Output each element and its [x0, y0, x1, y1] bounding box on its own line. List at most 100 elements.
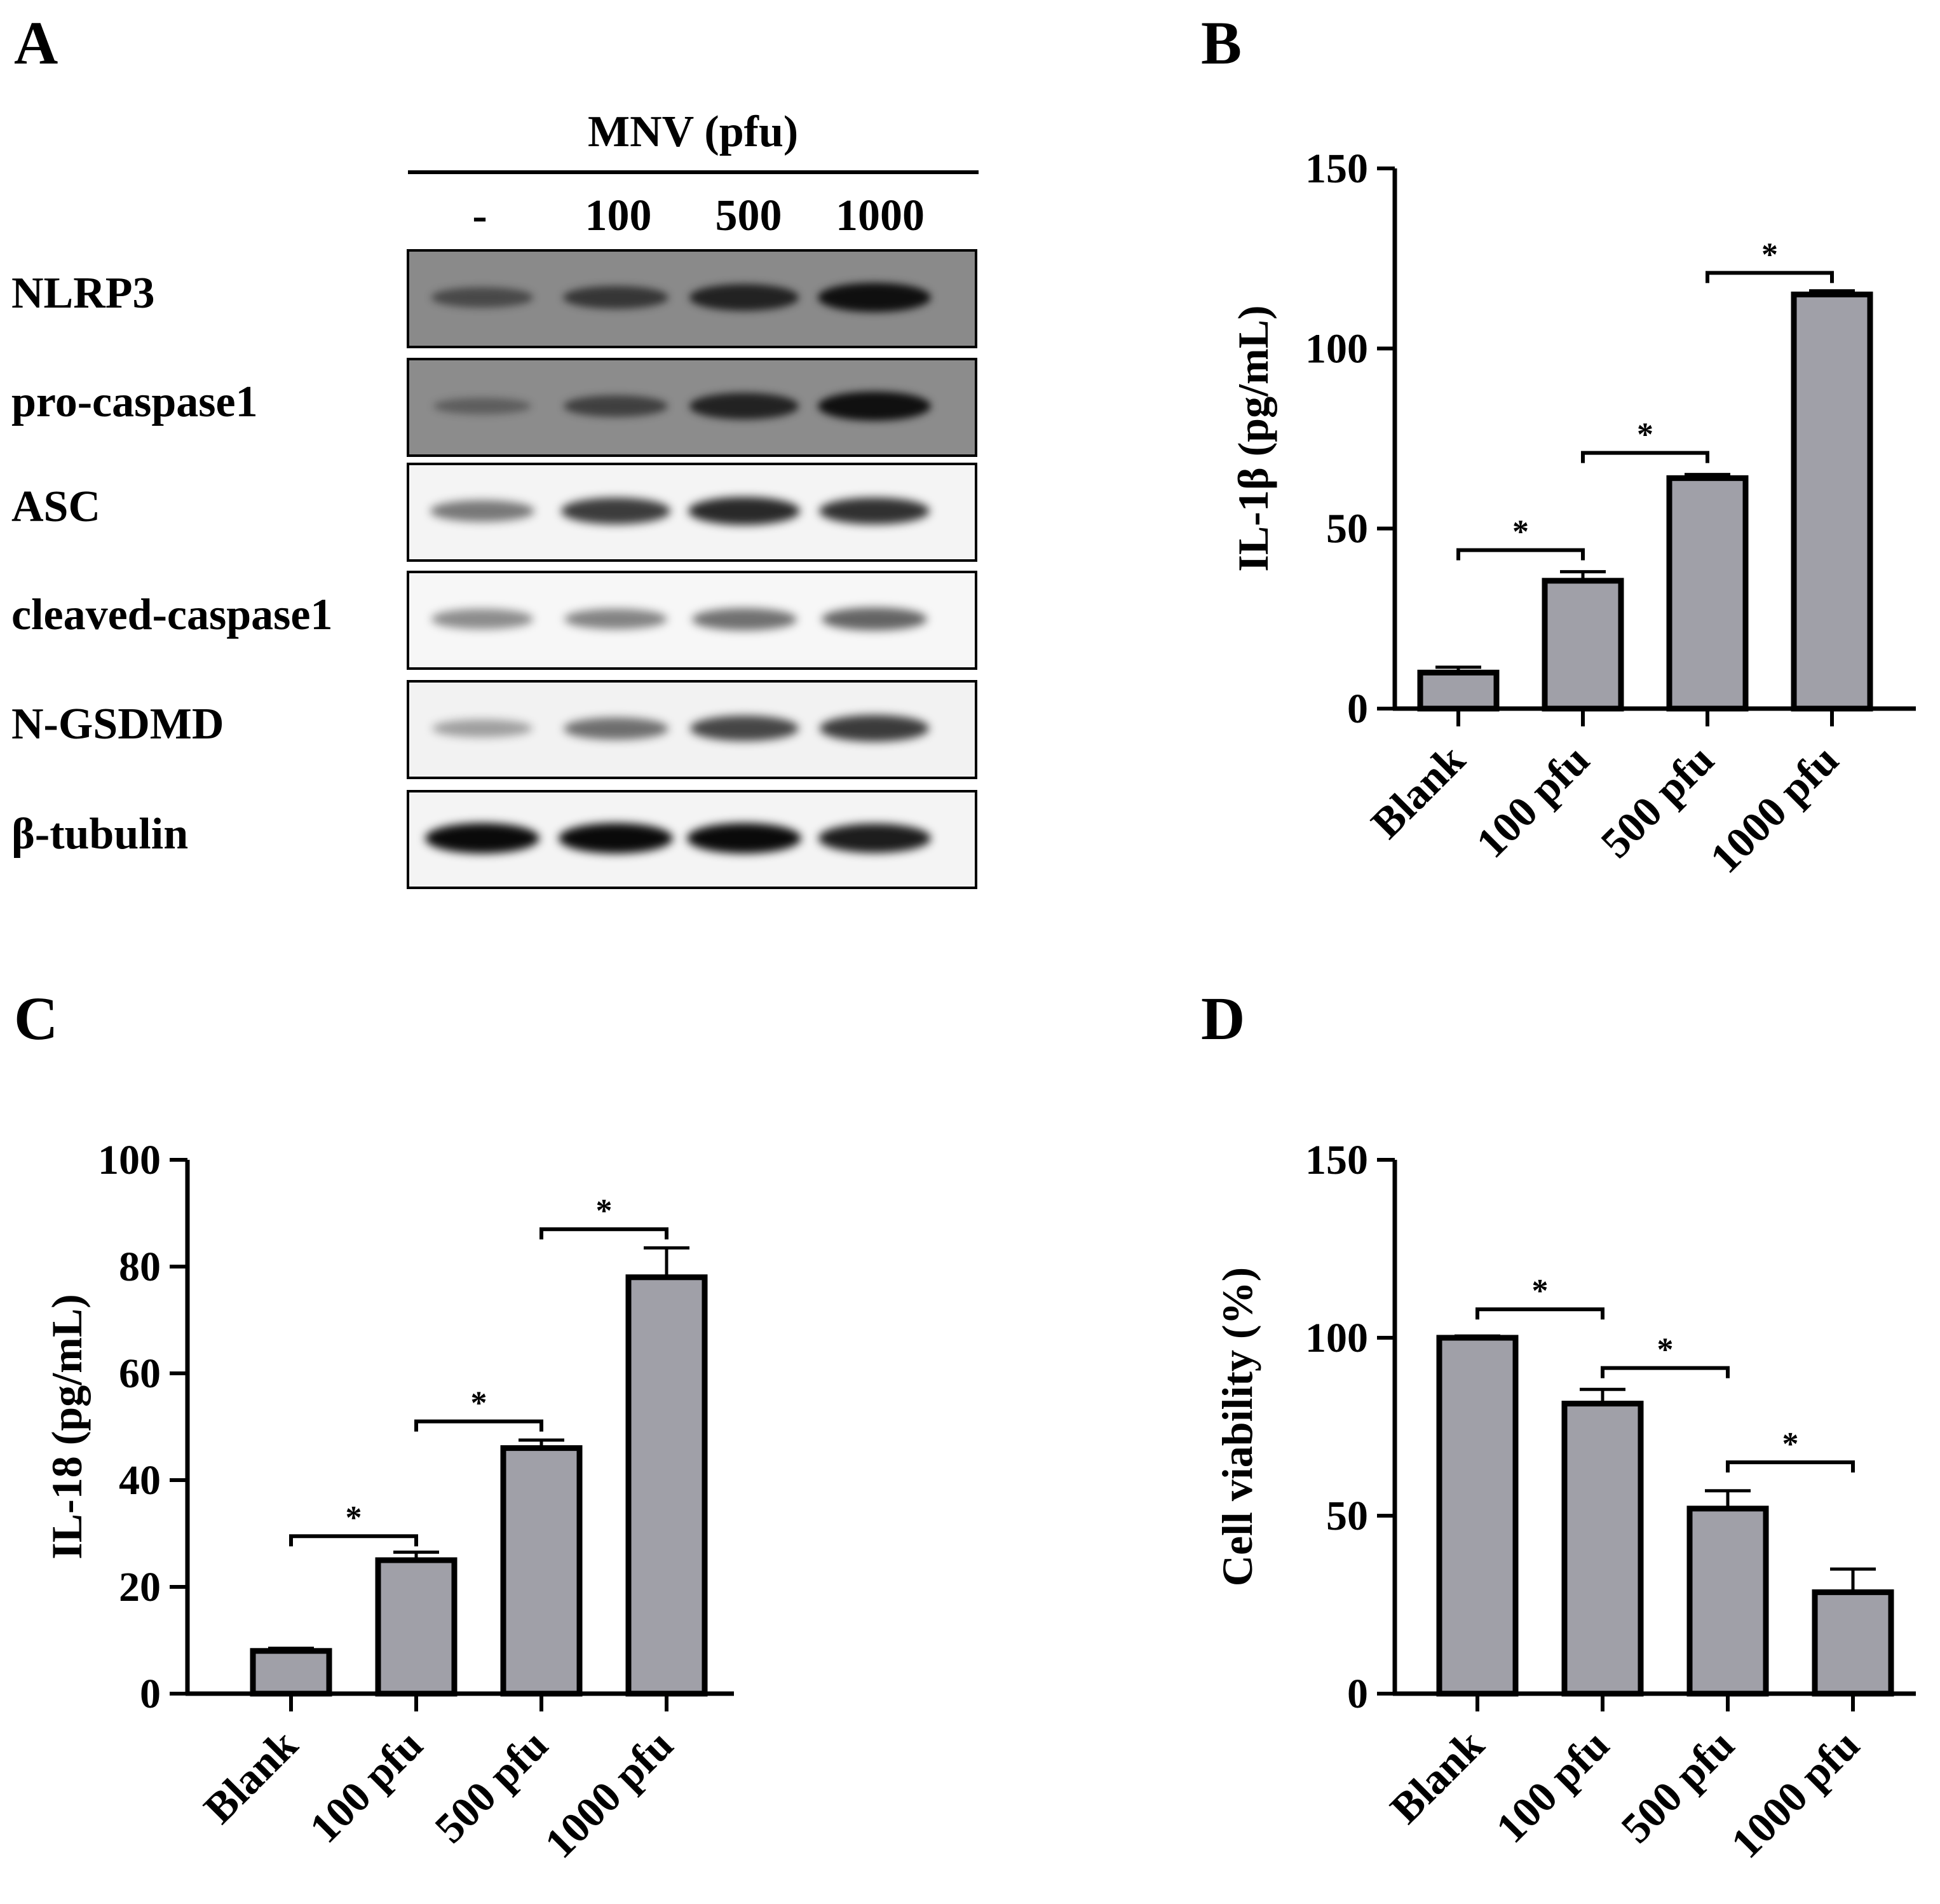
y-tick-label: 100: [1305, 325, 1368, 372]
x-tick-label: 1000 pfu: [535, 1720, 682, 1867]
blot-band: [691, 608, 797, 630]
blot-band: [425, 823, 539, 853]
blot-band: [432, 719, 532, 738]
lane-label-1000: 1000: [836, 191, 925, 240]
significance-star: *: [1657, 1332, 1674, 1368]
x-tick-label: Blank: [1362, 735, 1474, 848]
bar: [500, 1445, 583, 1697]
blot-label-asc: ASC: [11, 482, 101, 531]
significance-bracket: [1581, 451, 1709, 463]
blot-band: [689, 715, 799, 742]
blot-strip-tubulin: [407, 790, 977, 889]
blot-band: [559, 823, 673, 853]
blot-strip-n-gsdmd: [407, 680, 977, 779]
blot-label-cleaved-caspase1: cleaved-caspase1: [11, 590, 333, 639]
blot-band: [560, 498, 671, 524]
significance-bracket: [414, 1419, 543, 1432]
significance-star: *: [471, 1385, 487, 1422]
bar: [375, 1557, 458, 1697]
blot-band: [819, 715, 930, 742]
blot-band: [562, 285, 669, 309]
panel-letter-c: C: [14, 984, 58, 1052]
significance-bracket: [1706, 271, 1834, 283]
x-tick-label: 100 pfu: [300, 1720, 431, 1852]
x-tick-label: 1000 pfu: [1700, 735, 1847, 882]
significance-bracket: [539, 1227, 668, 1240]
x-tick-label: 100 pfu: [1467, 735, 1598, 867]
blot-label-pro-caspase1: pro-caspase1: [11, 377, 258, 426]
blot-band: [563, 717, 668, 740]
significance-bracket: [1475, 1307, 1604, 1320]
significance-bracket: [289, 1534, 418, 1547]
y-tick-label: 150: [1305, 146, 1368, 192]
blot-band: [430, 500, 534, 522]
blot-band: [431, 287, 534, 308]
lane-label-500: 500: [715, 191, 782, 240]
blot-strip-nlrp3: [407, 249, 977, 348]
significance-bracket: [1726, 1460, 1855, 1472]
y-tick-label: 50: [1326, 506, 1368, 552]
blot-band: [564, 608, 667, 630]
x-tick-label: 1000 pfu: [1721, 1720, 1868, 1867]
significance-star: *: [596, 1193, 613, 1229]
lane-label-100: 100: [585, 191, 652, 240]
bar: [250, 1648, 332, 1697]
lane-label-control: -: [472, 191, 487, 240]
significance-star: *: [1761, 236, 1778, 273]
blot-band: [433, 398, 532, 414]
bar: [1436, 1335, 1519, 1697]
y-tick-label: 0: [140, 1671, 161, 1717]
bar: [1417, 669, 1500, 712]
x-tick-label: Blank: [194, 1720, 307, 1833]
blot-band: [687, 823, 801, 853]
blot-band: [818, 824, 931, 853]
panel-letter-d: D: [1201, 984, 1245, 1052]
y-tick-label: 60: [119, 1350, 161, 1397]
bar: [1791, 291, 1873, 712]
y-tick-label: 150: [1305, 1137, 1368, 1183]
y-tick-label: 100: [1305, 1315, 1368, 1361]
y-tick-label: 0: [1347, 686, 1368, 732]
blot-band: [689, 393, 799, 419]
significance-star: *: [1637, 417, 1653, 453]
blot-label-tubulin: β-tubulin: [11, 810, 189, 859]
y-tick-label: 40: [119, 1457, 161, 1504]
y-tick-label: 0: [1347, 1671, 1368, 1717]
panel-letter-a: A: [14, 9, 58, 77]
y-tick-label: 80: [119, 1244, 161, 1290]
western-blot-panel: MNV (pfu) - 100 500 1000 NLRP3 pro-caspas…: [0, 0, 991, 902]
significance-bracket: [1456, 548, 1585, 561]
blot-band: [817, 282, 932, 313]
bar: [1686, 1506, 1769, 1697]
blot-band: [564, 395, 668, 417]
significance-star: *: [1782, 1426, 1799, 1462]
blot-band: [819, 497, 930, 525]
x-tick-label: Blank: [1381, 1720, 1493, 1833]
y-axis-label: Cell viability (%): [1213, 1267, 1261, 1586]
bar: [1812, 1589, 1894, 1697]
mnv-header: MNV (pfu): [588, 107, 799, 156]
x-tick-label: 100 pfu: [1486, 1720, 1618, 1852]
blot-label-nlrp3: NLRP3: [11, 269, 155, 318]
significance-bracket: [1601, 1366, 1730, 1378]
bar: [1561, 1401, 1644, 1697]
blot-label-n-gsdmd: N-GSDMD: [11, 700, 224, 749]
blot-band: [821, 607, 928, 631]
bar: [1542, 578, 1624, 712]
significance-star: *: [1512, 514, 1529, 550]
y-axis-label: IL-1β (pg/mL): [1229, 305, 1277, 571]
blot-band: [689, 284, 799, 311]
mnv-header-line: [408, 170, 979, 174]
blot-band: [431, 609, 534, 629]
y-tick-label: 20: [119, 1564, 161, 1610]
blot-strip-pro-caspase1: [407, 358, 977, 457]
significance-star: *: [346, 1500, 362, 1536]
blot-band: [817, 391, 932, 421]
blot-strip-asc: [407, 463, 977, 562]
y-tick-label: 100: [98, 1137, 161, 1183]
panel-letter-b: B: [1201, 9, 1242, 77]
bar: [1666, 475, 1749, 712]
